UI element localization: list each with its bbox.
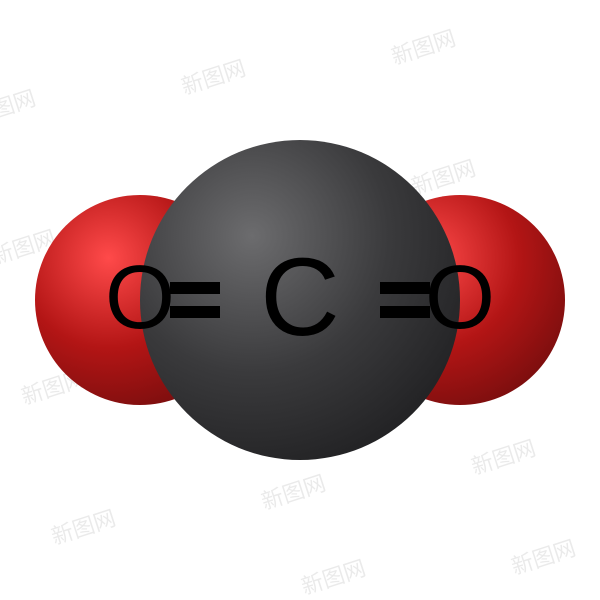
watermark-text: 新图网	[47, 501, 120, 552]
atom-label-oxygen-left: O	[86, 253, 194, 343]
watermark-text: 新图网	[387, 21, 460, 72]
atom-label-carbon: C	[234, 243, 366, 353]
watermark-text: 新图网	[467, 431, 540, 482]
atom-label-oxygen-right: O	[406, 253, 514, 343]
watermark-text: 新图网	[507, 531, 580, 582]
watermark-text: 新图网	[177, 51, 250, 102]
watermark-text: 新图网	[297, 551, 370, 600]
watermark-text: 新图网	[0, 81, 39, 132]
molecule-diagram: O O C 新图网新图网新图网新图网新图网新图网新图网新图网新图网新图网新图网新…	[0, 0, 600, 600]
watermark-text: 新图网	[257, 466, 330, 517]
